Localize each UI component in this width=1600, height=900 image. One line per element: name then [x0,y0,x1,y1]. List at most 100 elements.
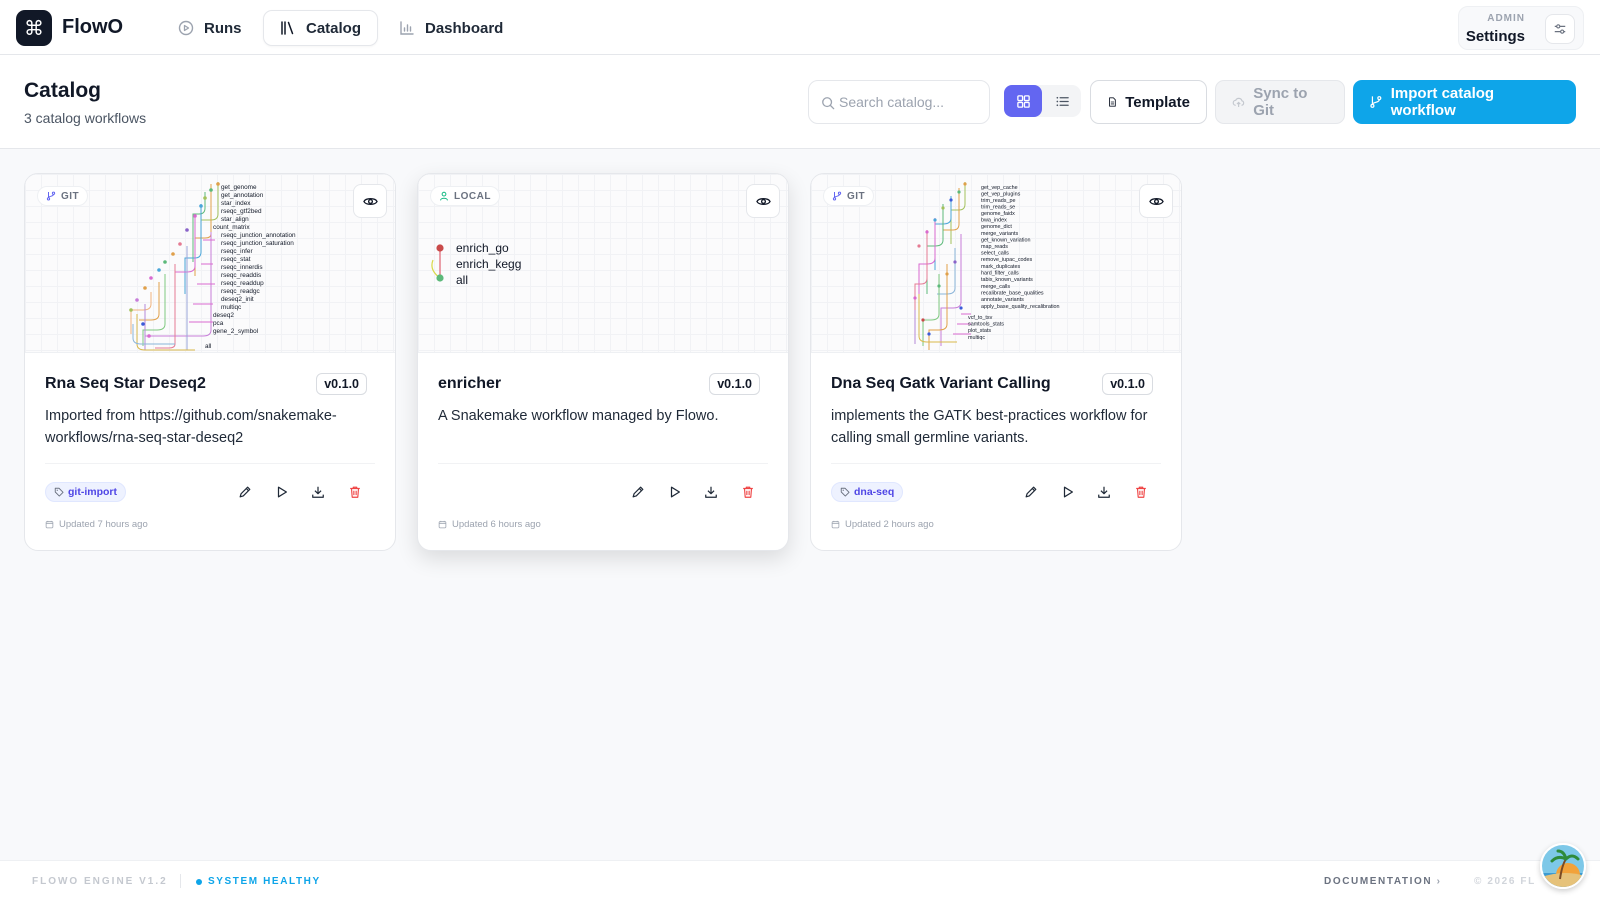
beach-avatar-icon [1542,845,1584,887]
app-name[interactable]: FlowO [62,16,124,38]
dag-node-label: apply_base_quality_recalibration [981,304,1060,310]
dag-preview[interactable]: get_genome get_annotation star_index rse… [25,174,395,353]
divider [831,463,1161,464]
source-badge: GIT [823,186,875,206]
dag-graph-icon: get_vep_cache get_vep_plugins trim_reads… [913,182,1060,350]
card-title[interactable]: enricher [438,375,502,392]
source-badge-label: GIT [61,190,80,202]
footer-separator [180,874,181,888]
workflow-card[interactable]: get_genome get_annotation star_index rse… [24,173,396,551]
search-box[interactable] [808,80,990,124]
preview-button[interactable] [746,184,780,218]
dag-node-label: deseq2 [213,312,234,319]
edit-button[interactable] [235,482,255,502]
play-circle-icon [178,20,194,36]
edit-button[interactable] [1021,482,1041,502]
template-button-label: Template [1125,93,1190,111]
dag-node-label: star_index [221,200,251,207]
dag-node-label: rseqc_infer [221,248,253,255]
download-button[interactable] [701,482,721,502]
download-button[interactable] [1094,482,1114,502]
tag-chip[interactable]: git-import [45,482,126,502]
import-catalog-workflow-button[interactable]: Import catalog workflow [1353,80,1576,124]
dag-node-label: rseqc_readdup [221,280,264,287]
dag-node-label: genome_faidx [981,211,1015,217]
source-badge: GIT [37,186,89,206]
template-button[interactable]: Template [1090,80,1207,124]
card-title[interactable]: Rna Seq Star Deseq2 [45,375,206,392]
dag-node-label: map_reads [981,244,1008,250]
run-button[interactable] [1058,482,1078,502]
settings-role: ADMIN [1487,13,1525,24]
updated-text: Updated 7 hours ago [59,519,148,530]
dag-node-label: rseqc_stat [221,256,251,263]
delete-button[interactable] [1131,482,1151,502]
dag-node-label: tabix_known_variants [981,277,1033,283]
version-badge: v0.1.0 [709,373,760,395]
git-branch-icon [1370,96,1382,108]
dag-node-label: enrich_kegg [456,257,521,271]
edit-button[interactable] [628,482,648,502]
sliders-icon [1554,24,1566,34]
dag-node-label: hard_filter_calls [981,271,1019,277]
avatar[interactable] [1540,843,1586,889]
dag-node-label: trim_reads_se [981,205,1015,211]
tab-dashboard[interactable]: Dashboard [383,10,519,46]
updated-text: Updated 6 hours ago [452,519,541,530]
download-button[interactable] [308,482,328,502]
git-branch-icon [832,191,842,201]
card-title[interactable]: Dna Seq Gatk Variant Calling [831,375,1051,392]
dag-node-label: pca [213,320,224,327]
trash-icon [743,486,753,498]
settings-menu[interactable]: ADMIN Settings [1458,6,1584,50]
delete-button[interactable] [738,482,758,502]
sync-button-label: Sync to Git [1253,85,1308,119]
dag-node-label: get_vep_cache [981,185,1018,191]
dag-node-label: trim_reads_pe [981,198,1015,204]
preview-button[interactable] [1139,184,1173,218]
settings-button[interactable] [1545,14,1575,44]
dag-node-label: remove_iupac_codes [981,257,1033,263]
pencil-icon [239,486,251,498]
view-toggle [1004,85,1081,117]
copyright: © 2026 FL [1474,876,1536,887]
source-badge-label: GIT [847,190,866,202]
calendar-icon [45,520,54,529]
app-logo-icon[interactable]: ⌘ [16,10,52,46]
tab-runs[interactable]: Runs [162,10,258,46]
dag-preview[interactable]: get_vep_cache get_vep_plugins trim_reads… [811,174,1181,353]
dag-node-label: all [205,343,211,350]
grid-view-button[interactable] [1004,85,1042,117]
list-view-button[interactable] [1043,85,1081,117]
dag-node-label: recalibrate_base_qualities [981,291,1044,297]
version-badge: v0.1.0 [316,373,367,395]
updated-timestamp: Updated 6 hours ago [438,519,541,530]
workflow-card[interactable]: get_vep_cache get_vep_plugins trim_reads… [810,173,1182,551]
preview-button[interactable] [353,184,387,218]
updated-timestamp: Updated 2 hours ago [831,519,934,530]
footer: FLOWO ENGINE V1.2 SYSTEM HEALTHY DOCUMEN… [0,860,1600,900]
dag-node-label: get_vep_plugins [981,192,1021,198]
run-button[interactable] [665,482,685,502]
tag-icon [54,487,64,497]
source-badge: LOCAL [430,186,500,206]
dag-preview[interactable]: enrich_go enrich_kegg all LOCAL [418,174,788,353]
updated-timestamp: Updated 7 hours ago [45,519,148,530]
delete-button[interactable] [345,482,365,502]
chevron-right-icon: › [1436,876,1442,887]
workflow-card[interactable]: enrich_go enrich_kegg all LOCAL enricher… [417,173,789,551]
tag-chip[interactable]: dna-seq [831,482,904,502]
dag-node-label: select_calls [981,251,1009,257]
tab-catalog[interactable]: Catalog [263,10,379,46]
sync-to-git-button[interactable]: Sync to Git [1215,80,1345,124]
play-icon [1063,486,1073,498]
dag-node-label: rseqc_innerdis [221,264,263,271]
dag-node-label: samtools_stats [968,322,1004,328]
run-button[interactable] [272,482,292,502]
dag-node-label: multiqc [221,304,242,311]
documentation-link[interactable]: DOCUMENTATION › [1324,876,1442,887]
search-input[interactable] [839,91,979,113]
system-health-status: SYSTEM HEALTHY [196,876,321,887]
tag-label: dna-seq [854,486,895,498]
divider [438,463,768,464]
